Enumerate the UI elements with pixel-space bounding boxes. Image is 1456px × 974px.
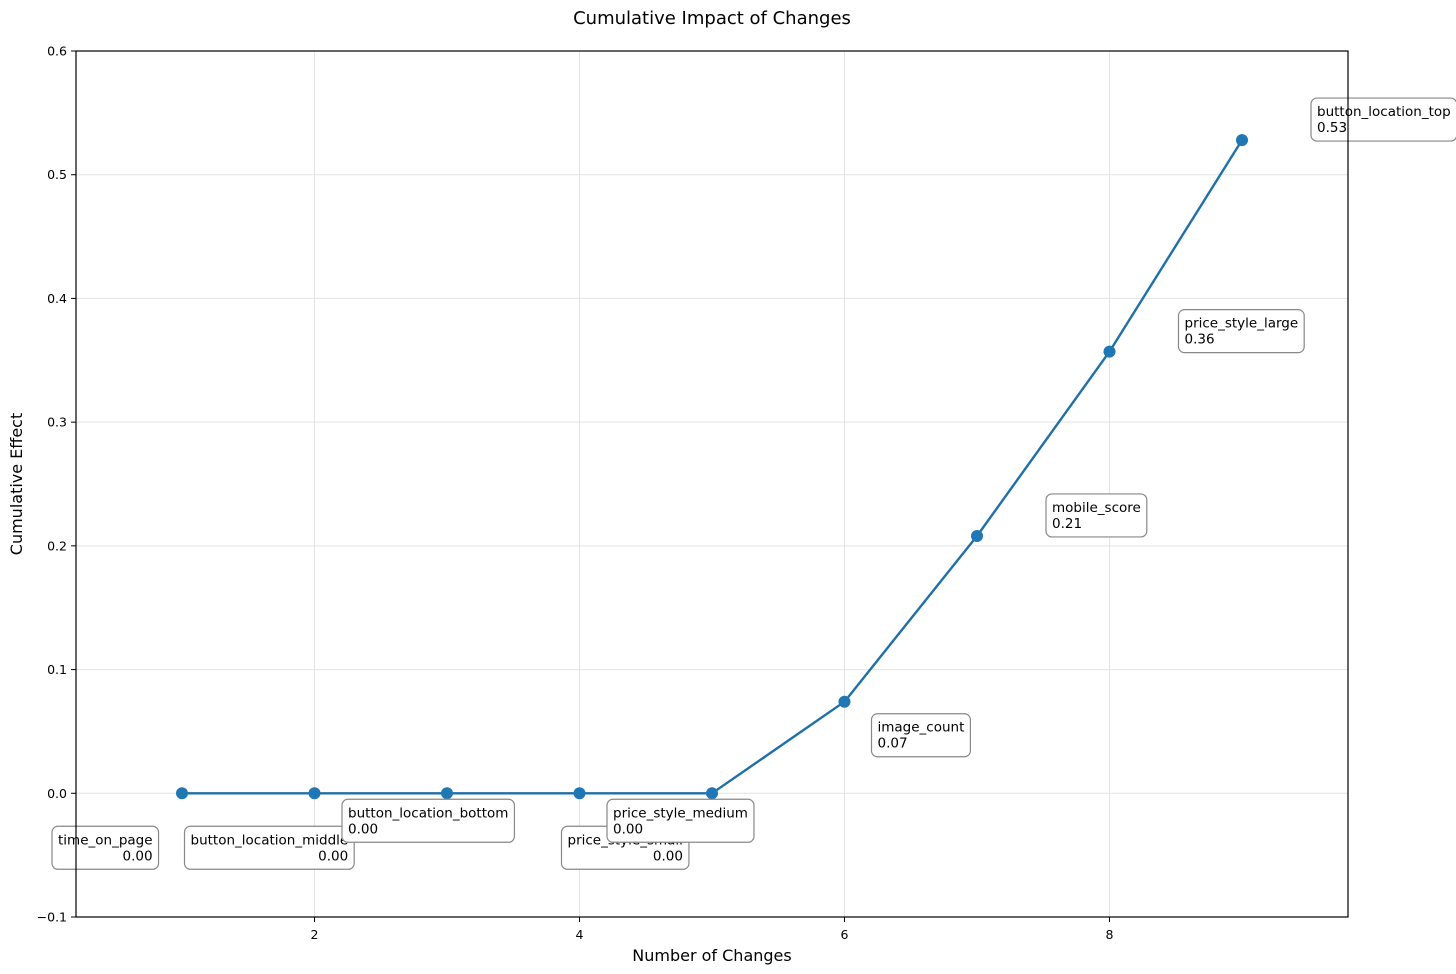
annotation-label: time_on_page [58, 832, 153, 848]
data-point [308, 787, 321, 800]
annotation-frame [51, 825, 160, 870]
y-tick-label: 0.3 [47, 415, 67, 430]
data-points [176, 134, 1248, 800]
data-point [441, 787, 453, 800]
annotation-value: 0.00 [613, 821, 643, 837]
plot-area-frame [75, 50, 1349, 918]
annotation-frame [183, 825, 355, 870]
annotation-value: 0.36 [1185, 332, 1215, 348]
annotation-frame [1310, 97, 1456, 142]
y-tick-label: 0.4 [47, 291, 67, 306]
annotation-frame [606, 798, 755, 843]
annotation-label: image_count [878, 720, 965, 736]
annotation-frame [1045, 493, 1148, 538]
axis-ticks: −0.1 0.0 0.1 0.2 0.3 0.4 0.5 0.6 2 4 6 8 [37, 44, 1114, 943]
x-tick-label: 8 [1106, 927, 1114, 942]
series-line-group [182, 139, 1244, 795]
x-tick-label: 6 [841, 927, 849, 942]
annotation-frame [341, 798, 516, 843]
annotation-label: price_style_large [1185, 316, 1299, 332]
series-line [182, 139, 1244, 795]
annotation-label: button_location_top [1317, 104, 1451, 120]
x-tick-label: 2 [311, 927, 319, 942]
annotation-label: button_location_bottom [348, 805, 508, 821]
data-point [573, 787, 586, 800]
x-axis-title: Number of Changes [632, 946, 791, 965]
annotation-value: 0.00 [348, 821, 378, 837]
data-point [1236, 134, 1248, 147]
annotation-label: mobile_score [1052, 500, 1141, 516]
annotation-value: 0.00 [318, 848, 348, 864]
annotation-label: button_location_middle [191, 832, 349, 848]
data-point [706, 787, 718, 800]
y-tick-label: −0.1 [37, 910, 67, 925]
annotation-value: 0.00 [653, 848, 683, 864]
data-point [1103, 345, 1116, 358]
x-tick-label: 4 [576, 927, 584, 942]
annotation-value: 0.53 [1317, 120, 1347, 136]
y-tick-label: 0.5 [47, 167, 67, 182]
y-tick-label: 0.0 [47, 786, 67, 801]
chart-title: Cumulative Impact of Changes [573, 8, 851, 29]
annotation-frame [1177, 309, 1305, 354]
annotation-value: 0.00 [122, 848, 152, 864]
y-tick-label: 0.1 [47, 662, 67, 677]
annotation-frame [870, 713, 971, 758]
annotation-value: 0.07 [878, 736, 908, 752]
data-point [176, 787, 188, 800]
annotations: time_on_page0.00button_location_middle0.… [51, 97, 1456, 870]
y-tick-label: 0.6 [47, 44, 67, 59]
data-point [838, 695, 851, 708]
annotation-value: 0.21 [1052, 516, 1082, 532]
data-point [971, 529, 983, 542]
grid [76, 51, 1348, 917]
y-tick-label: 0.2 [47, 538, 67, 553]
annotation-label: price_style_medium [613, 805, 748, 821]
y-axis-title: Cumulative Effect [7, 413, 26, 555]
